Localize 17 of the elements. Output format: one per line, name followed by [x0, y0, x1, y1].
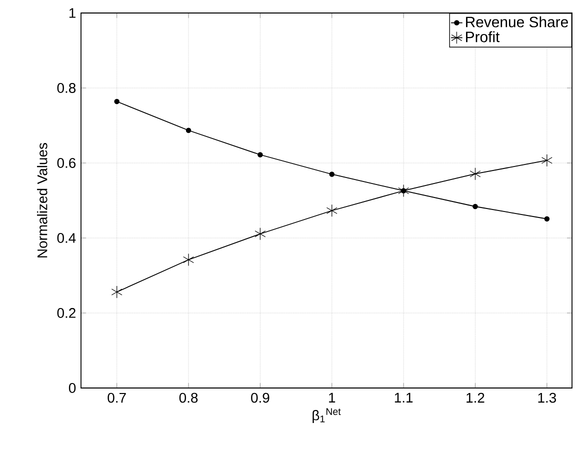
x-tick-label: 1: [329, 392, 336, 402]
x-tick-label: 0.9: [251, 392, 270, 403]
legend-label: Revenue Share: [466, 16, 568, 28]
y-tick-label: 1: [69, 8, 76, 18]
x-tick-label: 1.2: [466, 392, 484, 403]
legend-label: Profit: [466, 31, 500, 42]
x-tick-label: 0.7: [108, 392, 126, 403]
x-tick-label: 1.3: [538, 392, 556, 403]
x-tick-label: 0.8: [179, 392, 198, 403]
y-tick-label: 0.4: [57, 233, 76, 243]
x-tick-label: 1.1: [394, 392, 413, 402]
y-tick-label: 0.6: [57, 158, 76, 168]
y-tick-label: 0.8: [57, 83, 76, 93]
x-axis-title: β$_{1}$Net: [312, 408, 341, 424]
y-tick-label: 0.2: [57, 308, 76, 318]
y-tick-label: 0: [68, 383, 76, 393]
y-axis-title: Normalized Values: [37, 143, 48, 258]
